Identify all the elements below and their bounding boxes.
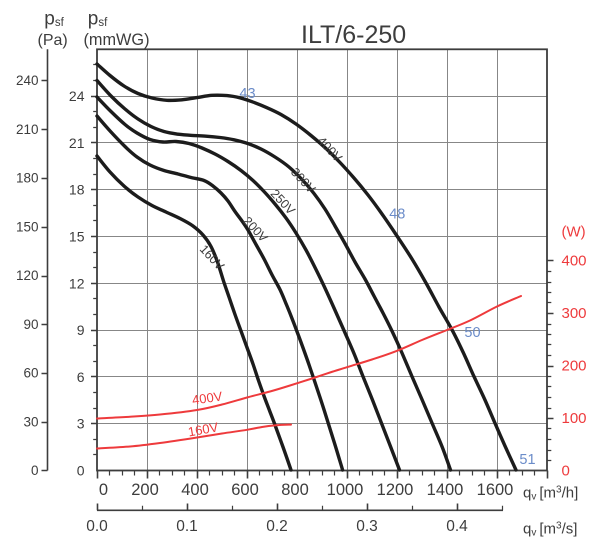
svg-text:21: 21: [69, 135, 85, 151]
svg-text:150: 150: [16, 219, 39, 234]
svg-text:12: 12: [69, 275, 85, 291]
svg-text:0: 0: [562, 463, 570, 480]
svg-text:(W): (W): [562, 224, 586, 241]
svg-text:1400: 1400: [427, 481, 464, 499]
svg-text:3: 3: [77, 416, 85, 432]
svg-text:(Pa): (Pa): [38, 32, 68, 49]
svg-text:6: 6: [77, 369, 85, 385]
svg-text:0.1: 0.1: [176, 518, 198, 535]
svg-text:100: 100: [562, 410, 587, 427]
svg-text:800: 800: [281, 481, 309, 499]
svg-text:160V: 160V: [187, 419, 220, 439]
svg-text:400V: 400V: [191, 388, 223, 407]
svg-text:43: 43: [239, 86, 255, 102]
svg-text:210: 210: [16, 122, 39, 137]
svg-text:50: 50: [464, 325, 480, 341]
svg-text:24: 24: [69, 88, 85, 104]
svg-text:1000: 1000: [327, 481, 364, 499]
svg-text:15: 15: [69, 229, 85, 245]
svg-text:0: 0: [77, 463, 85, 479]
svg-text:0: 0: [99, 481, 108, 499]
svg-text:180: 180: [16, 171, 39, 186]
svg-text:200: 200: [131, 481, 159, 499]
svg-text:1600: 1600: [477, 481, 514, 499]
svg-text:400: 400: [181, 481, 209, 499]
svg-text:400: 400: [562, 253, 587, 270]
svg-text:120: 120: [16, 268, 39, 283]
svg-text:90: 90: [23, 317, 38, 332]
svg-text:9: 9: [77, 322, 85, 338]
svg-text:60: 60: [23, 366, 38, 381]
svg-text:0.0: 0.0: [86, 518, 108, 535]
svg-text:0.2: 0.2: [266, 518, 288, 535]
svg-text:51: 51: [519, 452, 535, 468]
svg-text:48: 48: [389, 207, 405, 223]
svg-text:0: 0: [31, 463, 39, 478]
svg-text:(mmWG): (mmWG): [84, 31, 150, 49]
svg-text:1200: 1200: [377, 481, 414, 499]
svg-text:qv [m3/h]: qv [m3/h]: [523, 485, 578, 503]
svg-text:ILT/6-250: ILT/6-250: [301, 21, 406, 49]
svg-text:600: 600: [231, 481, 259, 499]
svg-text:qv [m3/s]: qv [m3/s]: [523, 521, 577, 539]
svg-text:0.4: 0.4: [446, 518, 468, 535]
svg-text:300: 300: [562, 305, 587, 322]
svg-text:0.3: 0.3: [356, 518, 378, 535]
svg-text:30: 30: [23, 414, 38, 429]
svg-text:200: 200: [562, 358, 587, 375]
svg-text:18: 18: [69, 182, 85, 198]
svg-text:240: 240: [16, 73, 39, 88]
